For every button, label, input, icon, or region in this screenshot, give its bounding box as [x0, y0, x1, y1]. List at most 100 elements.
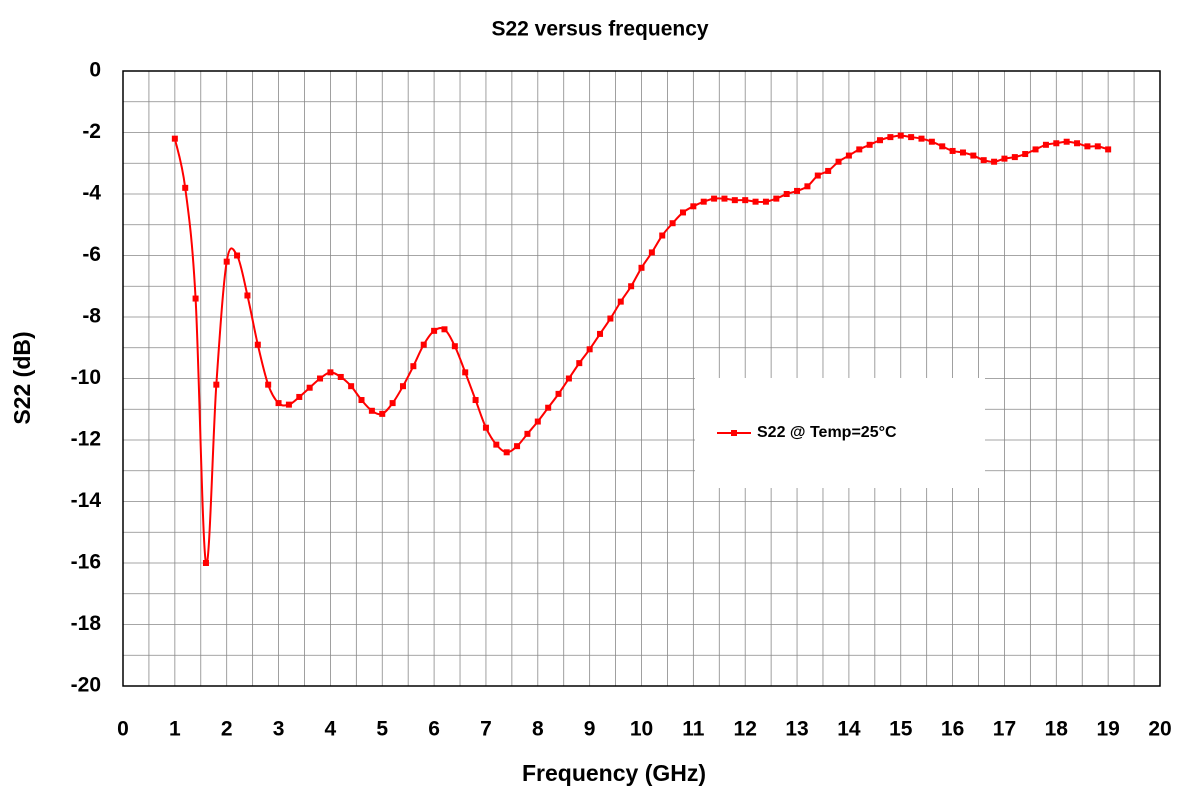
- data-point: [959, 149, 966, 156]
- data-point: [1074, 140, 1081, 147]
- data-point: [835, 158, 842, 165]
- data-point: [980, 157, 987, 164]
- x-tick-label: 17: [993, 718, 1016, 741]
- x-tick-label: 1: [169, 718, 181, 741]
- data-point: [389, 400, 396, 407]
- data-point: [1032, 146, 1039, 153]
- data-point: [1084, 143, 1091, 150]
- data-point: [731, 197, 738, 204]
- data-point: [918, 135, 925, 142]
- data-point: [866, 141, 873, 148]
- data-point: [928, 138, 935, 145]
- data-point: [825, 167, 832, 174]
- data-point: [679, 209, 686, 216]
- data-point: [431, 327, 438, 334]
- x-tick-label: 6: [428, 718, 440, 741]
- data-point: [1042, 141, 1049, 148]
- data-point: [254, 341, 261, 348]
- x-tick-label: 9: [584, 718, 596, 741]
- x-tick-label: 11: [682, 718, 705, 741]
- data-point: [1063, 138, 1070, 145]
- x-tick-label: 2: [221, 718, 233, 741]
- data-point: [202, 560, 209, 566]
- x-tick-label: 4: [325, 718, 337, 741]
- data-point: [773, 195, 780, 202]
- x-tick-label: 7: [480, 718, 492, 741]
- data-point: [462, 369, 469, 376]
- data-point: [845, 152, 852, 159]
- data-point: [607, 315, 614, 322]
- data-point: [597, 330, 604, 337]
- data-point: [275, 400, 282, 407]
- data-point: [638, 264, 645, 271]
- plot-border: [122, 70, 1161, 687]
- x-tick-label: 20: [1148, 718, 1171, 741]
- data-point: [742, 197, 749, 204]
- data-point: [524, 430, 531, 437]
- data-point: [306, 384, 313, 391]
- data-point: [296, 393, 303, 400]
- data-point: [348, 383, 355, 390]
- data-point: [794, 187, 801, 194]
- data-point: [1001, 155, 1008, 162]
- data-point: [576, 360, 583, 367]
- data-point: [1011, 154, 1018, 161]
- data-point: [617, 298, 624, 305]
- y-tick-label: -2: [82, 120, 101, 143]
- data-point: [399, 383, 406, 390]
- data-point: [327, 369, 334, 376]
- data-point: [192, 295, 199, 302]
- data-point: [182, 184, 189, 191]
- y-tick-label: -20: [71, 674, 101, 697]
- data-point: [991, 158, 998, 165]
- x-tick-label: 10: [630, 718, 653, 741]
- x-tick-label: 13: [785, 718, 808, 741]
- data-point: [648, 249, 655, 256]
- y-tick-label: -6: [82, 243, 101, 266]
- legend-label: S22 @ Temp=25°C: [757, 424, 897, 441]
- x-tick-label: 8: [532, 718, 544, 741]
- data-point: [877, 137, 884, 144]
- data-point: [1022, 151, 1029, 158]
- x-tick-label: 15: [889, 718, 913, 741]
- data-point: [410, 363, 417, 370]
- data-point: [368, 407, 375, 414]
- y-tick-label: -8: [82, 305, 101, 328]
- data-point: [1105, 146, 1112, 153]
- chart-title: S22 versus frequency: [491, 18, 708, 41]
- data-point: [358, 397, 365, 404]
- data-point: [213, 381, 220, 388]
- data-point: [223, 258, 230, 265]
- data-point: [628, 283, 635, 290]
- y-tick-label: -18: [71, 612, 102, 635]
- data-point: [1053, 140, 1060, 147]
- data-point: [669, 220, 676, 227]
- data-point: [285, 401, 292, 408]
- data-point: [482, 424, 489, 431]
- data-point: [949, 147, 956, 154]
- y-tick-label: -14: [71, 489, 102, 512]
- y-axis-label: S22 (dB): [9, 331, 35, 424]
- data-point: [234, 252, 241, 259]
- data-point: [244, 292, 251, 299]
- data-point: [1094, 143, 1101, 150]
- data-point: [659, 232, 666, 239]
- x-tick-label: 12: [734, 718, 757, 741]
- data-point: [441, 326, 448, 333]
- data-point: [565, 375, 572, 382]
- data-point: [379, 410, 386, 417]
- data-point: [451, 343, 458, 350]
- data-point: [555, 390, 562, 397]
- data-point: [337, 373, 344, 380]
- x-axis-label: Frequency (GHz): [522, 760, 706, 786]
- x-tick-label: 18: [1045, 718, 1069, 741]
- x-tick-label: 3: [273, 718, 285, 741]
- data-point: [856, 146, 863, 153]
- data-point: [472, 397, 479, 404]
- data-point: [514, 443, 521, 450]
- data-point: [545, 404, 552, 411]
- x-tick-label: 5: [376, 718, 388, 741]
- data-point: [711, 195, 718, 202]
- data-point: [762, 198, 769, 205]
